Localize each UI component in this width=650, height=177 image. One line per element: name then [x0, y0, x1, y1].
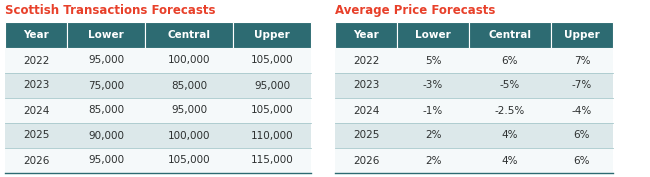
- Text: -1%: -1%: [423, 105, 443, 116]
- Text: 6%: 6%: [502, 56, 518, 65]
- Bar: [551, 148, 613, 173]
- Text: -3%: -3%: [423, 81, 443, 90]
- Text: Upper: Upper: [254, 30, 290, 40]
- Bar: [397, 22, 469, 48]
- Text: 2024: 2024: [353, 105, 379, 116]
- Text: 6%: 6%: [574, 156, 590, 165]
- Text: 2022: 2022: [23, 56, 49, 65]
- Bar: [5, 148, 67, 173]
- Text: 95,000: 95,000: [254, 81, 290, 90]
- Bar: [5, 98, 67, 123]
- Bar: [469, 123, 551, 148]
- Bar: [233, 148, 311, 173]
- Text: 100,000: 100,000: [168, 130, 210, 141]
- Text: Lower: Lower: [415, 30, 451, 40]
- Bar: [551, 98, 613, 123]
- Bar: [335, 98, 397, 123]
- Bar: [5, 48, 67, 73]
- Text: 2023: 2023: [23, 81, 49, 90]
- Text: 85,000: 85,000: [88, 105, 124, 116]
- Bar: [145, 73, 233, 98]
- Bar: [397, 73, 469, 98]
- Text: 2022: 2022: [353, 56, 379, 65]
- Bar: [233, 73, 311, 98]
- Bar: [469, 73, 551, 98]
- Bar: [551, 48, 613, 73]
- Bar: [233, 48, 311, 73]
- Bar: [335, 73, 397, 98]
- Text: 95,000: 95,000: [88, 156, 124, 165]
- Text: 105,000: 105,000: [251, 56, 293, 65]
- Bar: [397, 98, 469, 123]
- Bar: [145, 48, 233, 73]
- Bar: [67, 48, 145, 73]
- Text: Average Price Forecasts: Average Price Forecasts: [335, 4, 495, 17]
- Text: 4%: 4%: [502, 156, 518, 165]
- Text: Scottish Transactions Forecasts: Scottish Transactions Forecasts: [5, 4, 216, 17]
- Text: -2.5%: -2.5%: [495, 105, 525, 116]
- Text: 115,000: 115,000: [251, 156, 293, 165]
- Text: 95,000: 95,000: [171, 105, 207, 116]
- Text: 90,000: 90,000: [88, 130, 124, 141]
- Text: -5%: -5%: [500, 81, 520, 90]
- Bar: [5, 22, 67, 48]
- Text: 2024: 2024: [23, 105, 49, 116]
- Bar: [469, 98, 551, 123]
- Text: 6%: 6%: [574, 130, 590, 141]
- Text: -7%: -7%: [572, 81, 592, 90]
- Bar: [397, 123, 469, 148]
- Text: 7%: 7%: [574, 56, 590, 65]
- Text: 105,000: 105,000: [168, 156, 211, 165]
- Text: Year: Year: [23, 30, 49, 40]
- Bar: [145, 98, 233, 123]
- Bar: [397, 148, 469, 173]
- Bar: [335, 48, 397, 73]
- Text: 105,000: 105,000: [251, 105, 293, 116]
- Text: 4%: 4%: [502, 130, 518, 141]
- Bar: [67, 148, 145, 173]
- Bar: [5, 73, 67, 98]
- Bar: [551, 73, 613, 98]
- Text: 2025: 2025: [23, 130, 49, 141]
- Text: 2026: 2026: [23, 156, 49, 165]
- Bar: [145, 148, 233, 173]
- Bar: [551, 123, 613, 148]
- Text: Upper: Upper: [564, 30, 600, 40]
- Bar: [469, 148, 551, 173]
- Bar: [145, 22, 233, 48]
- Bar: [335, 123, 397, 148]
- Bar: [145, 123, 233, 148]
- Bar: [469, 22, 551, 48]
- Bar: [5, 123, 67, 148]
- Text: 2%: 2%: [424, 130, 441, 141]
- Bar: [67, 98, 145, 123]
- Text: 75,000: 75,000: [88, 81, 124, 90]
- Text: Central: Central: [489, 30, 532, 40]
- Text: 110,000: 110,000: [251, 130, 293, 141]
- Text: 5%: 5%: [424, 56, 441, 65]
- Text: -4%: -4%: [572, 105, 592, 116]
- Text: 2%: 2%: [424, 156, 441, 165]
- Bar: [233, 123, 311, 148]
- Text: Lower: Lower: [88, 30, 124, 40]
- Bar: [397, 48, 469, 73]
- Bar: [335, 148, 397, 173]
- Bar: [551, 22, 613, 48]
- Text: 2026: 2026: [353, 156, 379, 165]
- Text: 2023: 2023: [353, 81, 379, 90]
- Text: 95,000: 95,000: [88, 56, 124, 65]
- Bar: [67, 22, 145, 48]
- Bar: [233, 22, 311, 48]
- Bar: [233, 98, 311, 123]
- Bar: [67, 123, 145, 148]
- Bar: [335, 22, 397, 48]
- Bar: [469, 48, 551, 73]
- Bar: [67, 73, 145, 98]
- Text: 100,000: 100,000: [168, 56, 210, 65]
- Text: 2025: 2025: [353, 130, 379, 141]
- Text: 85,000: 85,000: [171, 81, 207, 90]
- Text: Central: Central: [168, 30, 211, 40]
- Text: Year: Year: [353, 30, 379, 40]
